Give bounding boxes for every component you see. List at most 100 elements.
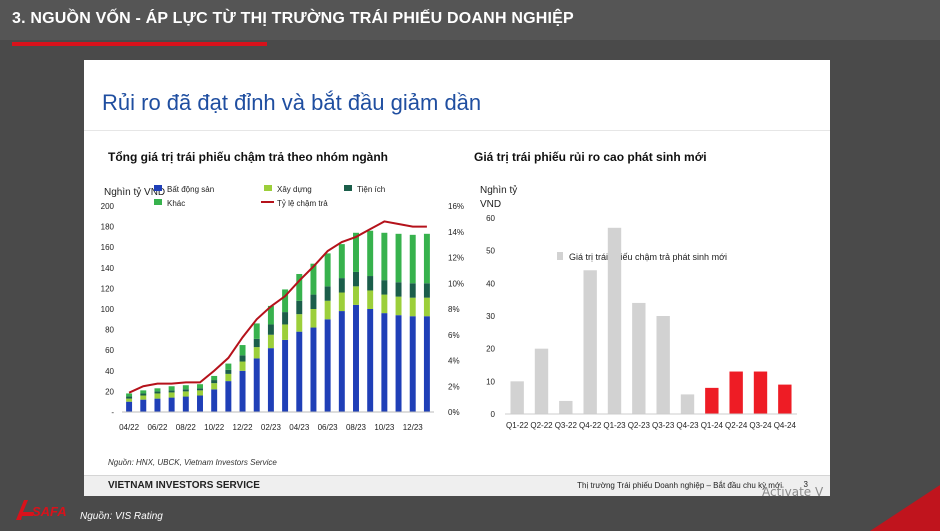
bar-segment	[324, 286, 331, 301]
bar-segment	[211, 380, 218, 384]
bar-segment	[197, 395, 203, 412]
bar	[534, 348, 549, 414]
y2-tick-label: 16%	[448, 202, 464, 211]
x-tick-label: 06/22	[147, 423, 168, 432]
bar-segment	[423, 283, 430, 298]
bar-segment	[367, 309, 374, 412]
y-tick-label: 160	[101, 243, 115, 252]
bar	[559, 400, 573, 414]
activate-watermark: Activate V	[762, 485, 824, 499]
x-tick-label: Q3-23	[652, 421, 675, 430]
bar	[705, 387, 719, 414]
bar-segment	[211, 383, 218, 390]
x-tick-label: Q4-24	[774, 421, 797, 430]
bar-segment	[168, 392, 175, 398]
x-tick-label: 06/23	[318, 423, 339, 432]
bar-segment	[168, 390, 175, 393]
legend-label: Tỷ lệ chậm trả	[277, 199, 328, 208]
bar-segment	[353, 232, 359, 272]
bar-segment	[310, 327, 317, 412]
title-underline	[12, 42, 267, 46]
bar-segment	[409, 234, 416, 284]
bar-segment	[140, 395, 147, 400]
bar	[607, 227, 622, 414]
bar-segment	[267, 334, 274, 349]
y-tick-label: 120	[101, 284, 115, 293]
chart2-subtitle: Giá trị trái phiếu rủi ro cao phát sinh …	[474, 150, 707, 164]
bar-segment	[338, 244, 345, 279]
x-tick-label: Q2-22	[530, 421, 553, 430]
bar	[656, 316, 670, 414]
y-tick-label: 20	[486, 345, 495, 354]
bar-segment	[211, 389, 218, 412]
bar	[729, 371, 743, 414]
bar-segment	[409, 283, 416, 298]
bar-segment	[239, 355, 246, 362]
y2-tick-label: 12%	[448, 254, 464, 263]
bar-segment	[353, 304, 359, 412]
bar-segment	[239, 361, 246, 371]
x-tick-label: Q2-24	[725, 421, 748, 430]
x-tick-label: 10/23	[374, 423, 395, 432]
x-tick-label: Q3-24	[749, 421, 772, 430]
bar-segment	[225, 363, 232, 370]
bar-segment	[267, 324, 274, 335]
x-tick-label: 08/23	[346, 423, 367, 432]
y-tick-label: -	[111, 408, 114, 417]
legend-label: Xây dựng	[277, 185, 312, 194]
y-tick-label: 80	[105, 326, 114, 335]
legend-swatch	[557, 252, 563, 260]
bar-segment	[253, 338, 260, 348]
y-tick-label: 30	[486, 312, 495, 321]
legend-label: Bất động sản	[167, 185, 214, 194]
bar-segment	[296, 314, 303, 332]
corner-accent	[870, 485, 940, 531]
y-tick-label: 20	[105, 387, 114, 396]
heading-divider	[84, 130, 830, 131]
bar-segment	[296, 300, 303, 315]
y-tick-label: 100	[101, 305, 115, 314]
y-tick-label: 10	[486, 377, 495, 386]
bar-segment	[239, 345, 246, 356]
bar	[753, 371, 768, 414]
y2-tick-label: 14%	[448, 228, 464, 237]
legend-label: Giá trị trái phiếu chậm trả phát sinh mớ…	[569, 252, 727, 262]
logo-text: SAFA	[32, 504, 67, 519]
bar-segment	[338, 278, 345, 293]
bar-segment	[296, 273, 303, 301]
x-tick-label: 02/23	[261, 423, 282, 432]
bar-segment	[253, 323, 260, 339]
x-tick-label: 04/23	[289, 423, 310, 432]
bar-segment	[253, 358, 260, 412]
x-tick-label: Q1-24	[701, 421, 724, 430]
bar-segment	[282, 312, 289, 325]
x-tick-label: 12/23	[403, 423, 424, 432]
bar-segment	[381, 313, 388, 412]
bar-segment	[154, 391, 161, 394]
bar-segment	[197, 388, 203, 391]
y-tick-label: 0	[491, 410, 496, 419]
x-tick-label: 04/22	[119, 423, 140, 432]
bar-segment	[395, 282, 402, 297]
bar-segment	[126, 393, 133, 397]
rate-line	[128, 220, 427, 394]
bar-segment	[154, 398, 161, 412]
bar-segment	[367, 276, 374, 291]
x-tick-label: Q3-22	[555, 421, 578, 430]
source-note: Nguồn: HNX, UBCK, Vietnam Investors Serv…	[108, 458, 277, 467]
bar	[510, 381, 524, 414]
y-tick-label: 50	[486, 247, 495, 256]
bar-segment	[423, 297, 430, 317]
bar-segment	[381, 232, 388, 281]
y-tick-label: 40	[105, 367, 114, 376]
y-tick-label: 200	[101, 202, 115, 211]
bar-segment	[310, 263, 317, 295]
legend-swatch	[264, 185, 272, 191]
legend-swatch	[344, 185, 352, 191]
bar	[632, 302, 646, 414]
bar-segment	[282, 324, 289, 340]
x-tick-label: Q1-22	[506, 421, 529, 430]
chart2-svg: Giá trị trái phiếu chậm trả phát sinh mớ…	[486, 214, 797, 430]
footer-left: VIETNAM INVESTORS SERVICE	[108, 480, 260, 491]
bar-segment	[423, 316, 430, 412]
